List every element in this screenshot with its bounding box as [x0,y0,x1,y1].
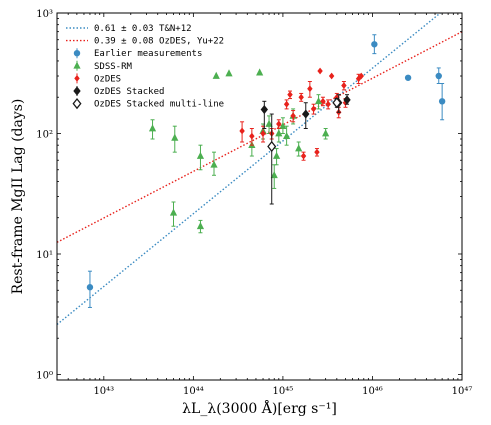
y-tick-label: 10⁰ [36,370,53,381]
data-point [276,120,282,128]
data-point [332,97,342,109]
data-point [343,95,351,105]
data-point [298,93,304,101]
data-point [320,97,326,105]
data-point [325,100,331,108]
legend-marker-0 [73,50,81,57]
x-tick-label: 10⁴⁵ [273,386,294,397]
fit-lines [57,13,462,326]
data-point [307,85,313,93]
data-point [438,98,446,105]
x-tick-label: 10⁴⁴ [183,386,204,397]
fit-line-1 [57,31,462,243]
data-point [169,208,178,216]
data-point [371,41,378,48]
data-point [300,152,307,160]
data-point [295,144,303,152]
data-point [225,69,233,77]
data-point [342,99,349,107]
data-point [314,97,323,105]
series-4 [267,97,342,205]
data-point [317,67,323,75]
data-point [283,131,291,140]
data-point [256,68,264,76]
legend-marker-3 [73,86,81,96]
legend-marker-1 [73,61,81,69]
data-point [86,284,94,291]
fit-line-0 [57,13,442,326]
data-point [212,71,220,79]
series-2 [239,67,364,161]
legend-marker-4 [72,97,82,110]
y-tick-label: 10¹ [36,250,53,261]
y-axis-label: Rest-frame MgII Lag (days) [10,99,26,295]
x-tick-label: 10⁴⁶ [362,386,383,397]
data-point [265,119,273,127]
data-point [275,129,283,137]
data-point [196,151,205,159]
data-point [196,222,205,230]
data-point [210,160,218,168]
x-tick-label: 10⁴³ [93,386,114,397]
legend-label: 0.61 ± 0.03 T&N+12 [94,24,192,34]
legend: 0.61 ± 0.03 T&N+12 0.39 ± 0.08 OzDES, Yu+… [66,24,224,110]
legend-label: OzDES [94,74,121,84]
data-point [171,133,179,141]
data-point [322,129,330,137]
data-point [267,140,277,153]
x-tick-label: 10⁴⁷ [452,386,473,397]
data-point [270,171,278,179]
legend-label: OzDES Stacked [94,87,164,97]
axis-ticks: 10⁴³ 10⁴⁴ 10⁴⁵ 10⁴⁶ 10⁴⁷ 10⁰ 10¹ 10² 10³ [36,9,472,397]
data-point [328,72,335,80]
legend-marker-2 [74,75,80,82]
x-axis-label: λL_λ(3000 Å)[erg s⁻¹] [182,399,337,417]
data-point [239,127,245,135]
data-point [249,132,255,140]
data-point [435,72,442,80]
legend-label: SDSS-RM [94,62,133,72]
data-point [314,148,320,156]
data-point [260,130,266,137]
data-point [302,109,310,119]
data-point [260,104,269,115]
data-point [290,112,296,120]
legend-label: OzDES Stacked multi-line [94,100,224,110]
data-point [148,124,157,132]
data-point [404,74,412,81]
y-tick-label: 10³ [36,9,53,20]
legend-label: 0.39 ± 0.08 OzDES, Yu+22 [94,37,224,47]
data-point [287,91,293,99]
data-point [272,151,281,159]
legend-label: Earlier measurements [94,49,202,59]
data-point [279,121,287,130]
series-0 [86,34,446,308]
data-point [310,105,317,113]
data-point [341,82,347,89]
y-tick-label: 10² [36,129,53,140]
data-point [283,100,290,108]
data-points [86,34,446,308]
data-point [358,72,364,80]
